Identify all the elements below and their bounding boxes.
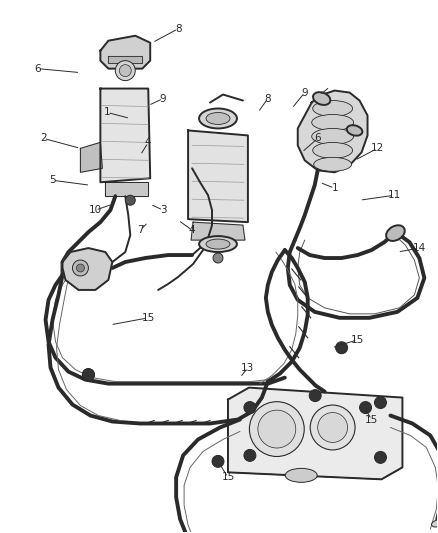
Text: 9: 9	[301, 87, 308, 98]
Text: 4: 4	[145, 138, 152, 148]
Polygon shape	[188, 131, 248, 222]
Text: 10: 10	[89, 205, 102, 215]
Ellipse shape	[312, 128, 353, 144]
Circle shape	[374, 397, 386, 409]
Text: 7: 7	[137, 225, 144, 235]
Polygon shape	[100, 36, 150, 69]
Ellipse shape	[285, 469, 317, 482]
Ellipse shape	[314, 157, 352, 171]
Text: 6: 6	[34, 63, 41, 74]
Text: 15: 15	[365, 415, 378, 424]
Circle shape	[244, 401, 256, 414]
Ellipse shape	[206, 112, 230, 124]
Text: 14: 14	[413, 243, 426, 253]
Circle shape	[82, 369, 95, 381]
Ellipse shape	[206, 239, 230, 249]
Text: 15: 15	[141, 313, 155, 323]
Circle shape	[115, 61, 135, 80]
Ellipse shape	[431, 519, 438, 527]
Polygon shape	[228, 387, 403, 479]
Ellipse shape	[313, 142, 353, 158]
Ellipse shape	[312, 115, 353, 131]
Ellipse shape	[258, 410, 296, 448]
Ellipse shape	[199, 236, 237, 252]
Polygon shape	[100, 88, 150, 182]
Polygon shape	[108, 55, 142, 63]
Ellipse shape	[313, 92, 330, 105]
Text: 12: 12	[371, 143, 384, 154]
Ellipse shape	[310, 405, 355, 450]
Circle shape	[360, 401, 371, 414]
Circle shape	[212, 455, 224, 467]
Polygon shape	[81, 142, 102, 172]
Circle shape	[77, 264, 85, 272]
Text: 11: 11	[388, 190, 401, 200]
Circle shape	[309, 390, 321, 401]
Circle shape	[72, 260, 88, 276]
Circle shape	[119, 64, 131, 77]
Text: 15: 15	[221, 472, 235, 482]
Text: 15: 15	[351, 335, 364, 345]
Text: 9: 9	[160, 93, 166, 103]
Ellipse shape	[199, 109, 237, 128]
Circle shape	[336, 342, 348, 354]
Text: 13: 13	[241, 362, 254, 373]
Ellipse shape	[318, 413, 348, 442]
Circle shape	[374, 451, 386, 463]
Polygon shape	[63, 248, 112, 290]
Circle shape	[213, 253, 223, 263]
Polygon shape	[298, 91, 367, 172]
Circle shape	[244, 449, 256, 462]
Text: 2: 2	[40, 133, 47, 143]
Ellipse shape	[313, 101, 353, 117]
Polygon shape	[106, 182, 148, 196]
Circle shape	[125, 195, 135, 205]
Text: 1: 1	[104, 108, 111, 117]
Text: 8: 8	[175, 24, 181, 34]
Text: 4: 4	[189, 225, 195, 235]
Text: 6: 6	[314, 133, 321, 143]
Text: 1: 1	[331, 183, 338, 193]
Ellipse shape	[249, 402, 304, 456]
Text: 5: 5	[49, 175, 56, 185]
Circle shape	[82, 369, 95, 381]
Text: 3: 3	[160, 205, 166, 215]
Text: 8: 8	[265, 93, 271, 103]
Ellipse shape	[347, 125, 362, 136]
Polygon shape	[191, 222, 245, 240]
Ellipse shape	[386, 225, 405, 241]
